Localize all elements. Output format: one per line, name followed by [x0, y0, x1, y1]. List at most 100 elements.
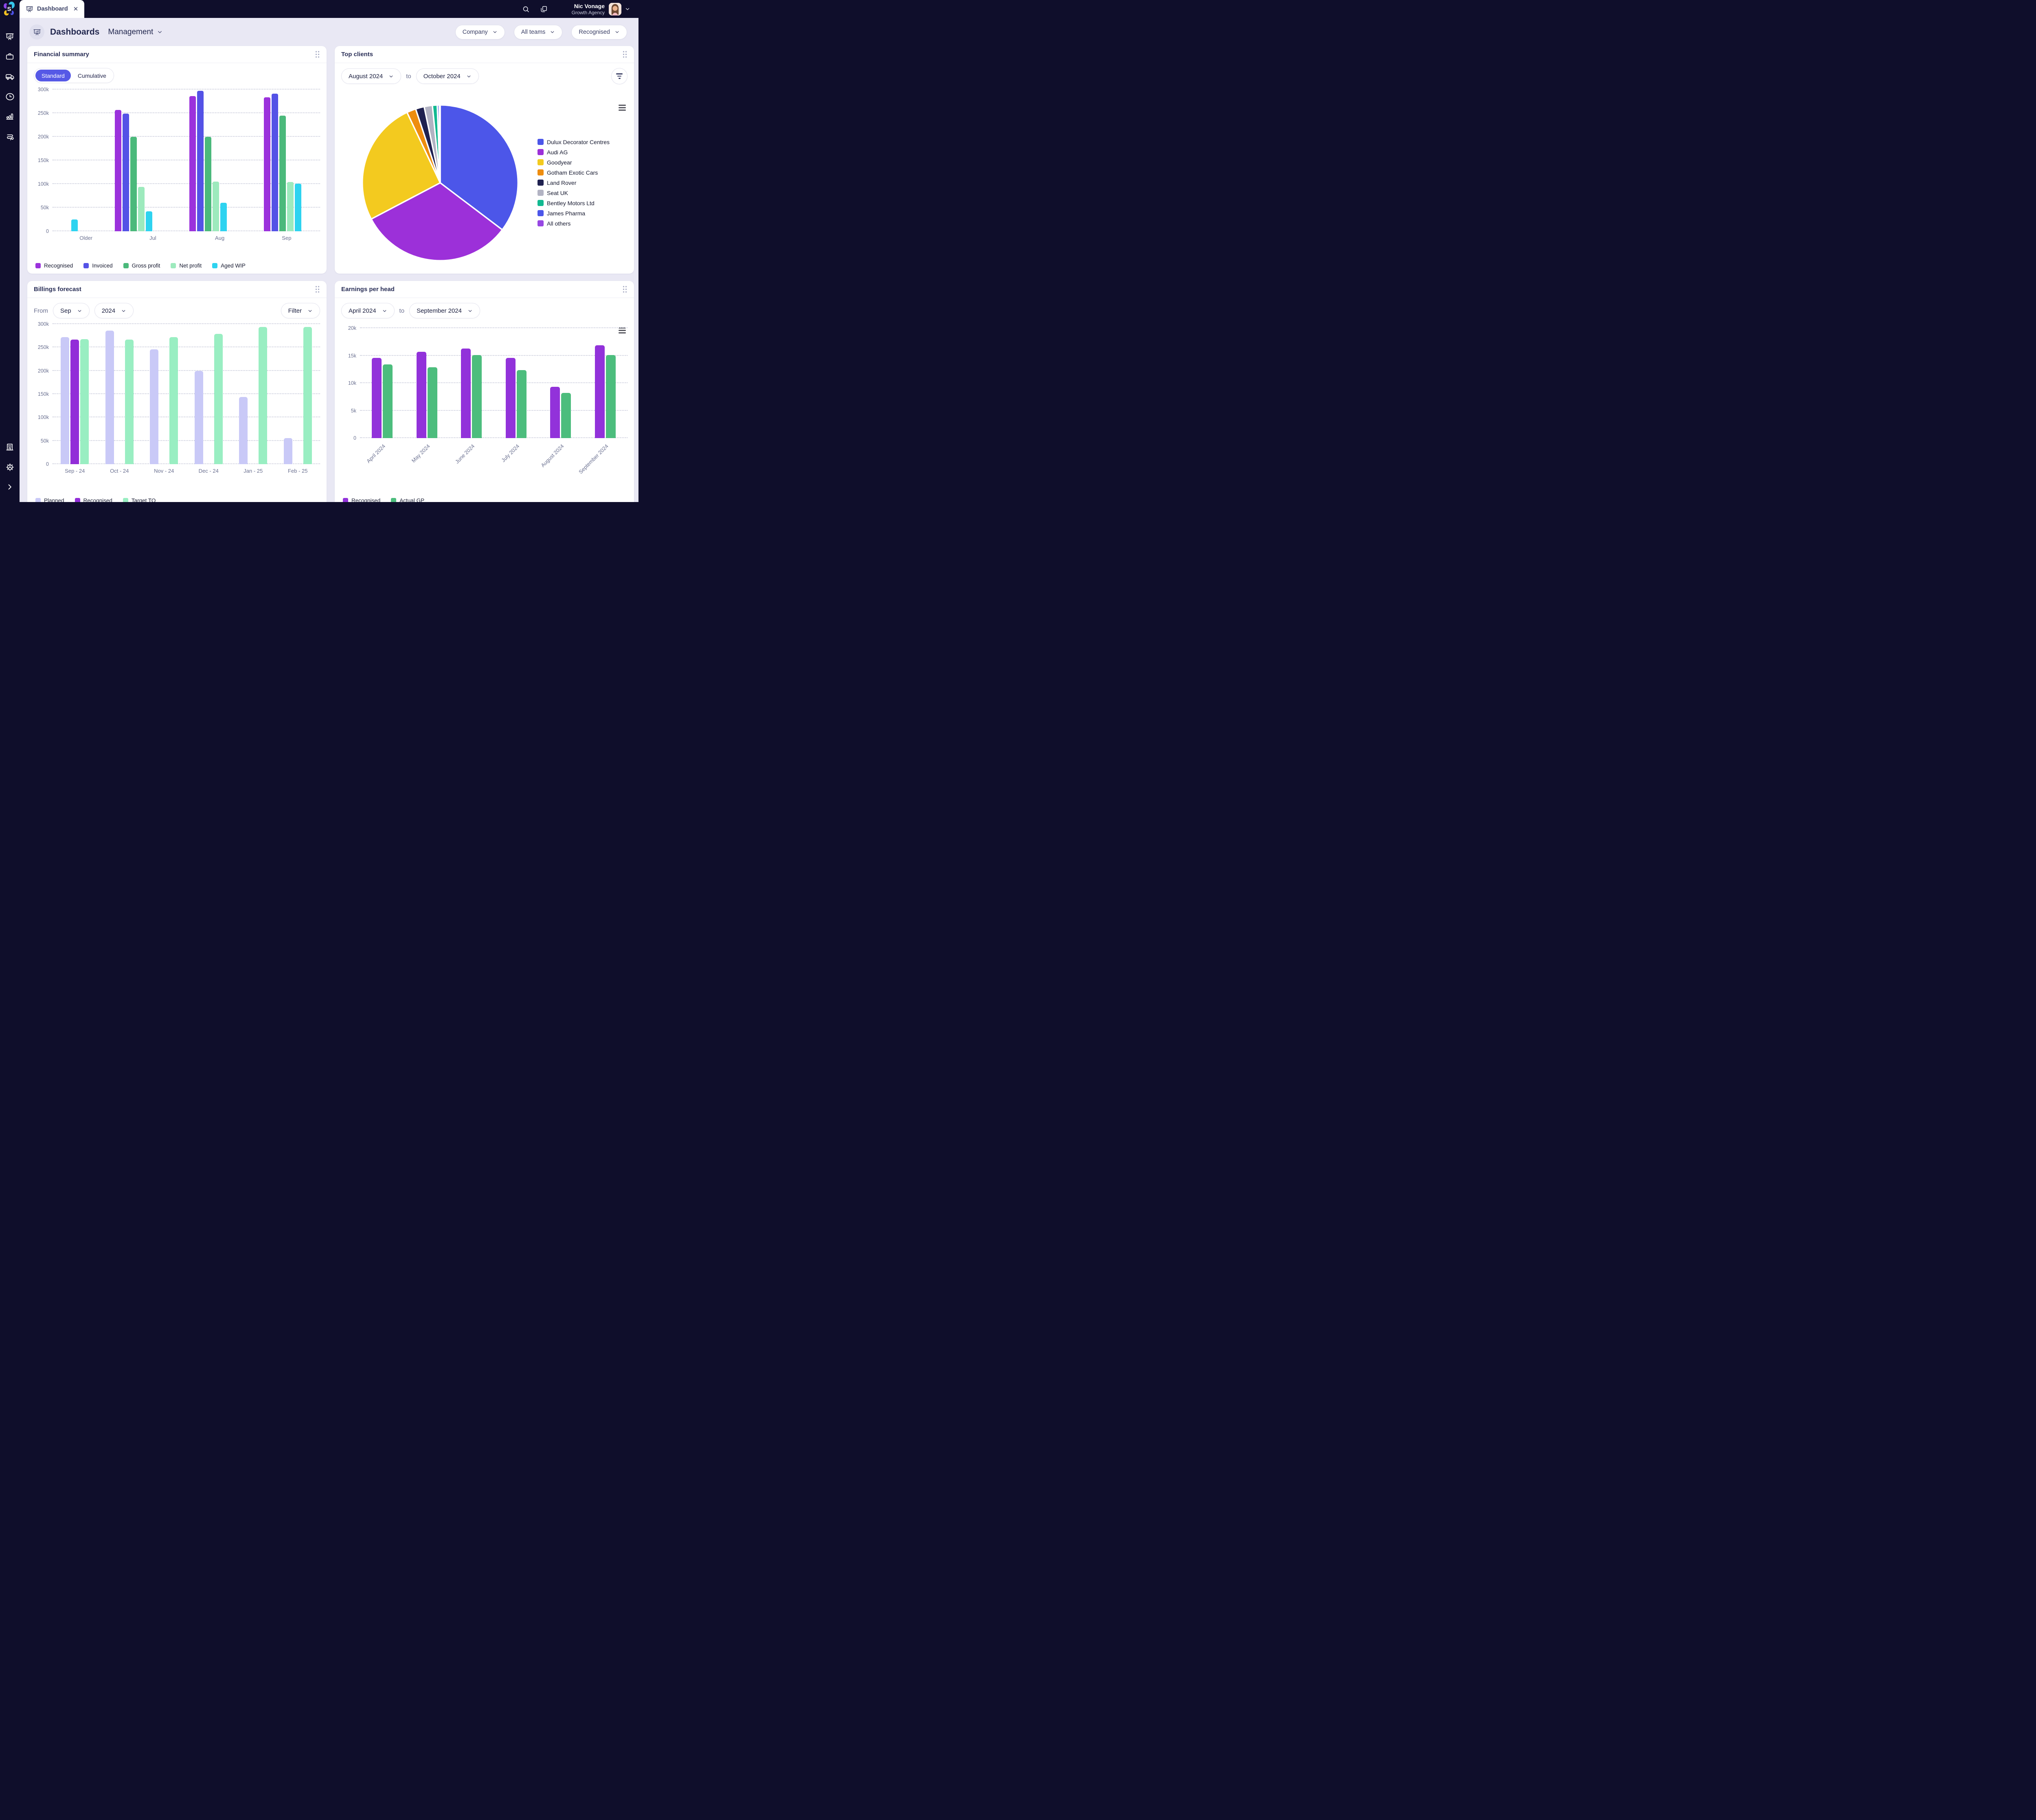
legend-swatch: [538, 149, 544, 155]
x-axis-label: Oct - 24: [110, 468, 129, 474]
bar: [595, 345, 605, 438]
sidebar-item-settings[interactable]: [0, 458, 20, 476]
legend-item: Recognised: [35, 263, 73, 269]
month-dropdown[interactable]: Sep: [53, 303, 90, 318]
drag-handle-icon[interactable]: [622, 50, 627, 58]
avatar[interactable]: [609, 2, 621, 15]
x-axis-label: June 2024: [454, 443, 476, 465]
y-tick-label: 10k: [348, 380, 356, 386]
bar: [550, 387, 560, 438]
drag-handle-icon[interactable]: [315, 50, 320, 58]
bar-group: [105, 324, 134, 464]
gear-icon: [5, 463, 15, 472]
user-menu[interactable]: Nic Vonage Growth Agency: [572, 3, 605, 15]
sidebar-item-projects[interactable]: [0, 48, 20, 66]
pie-slice: [439, 104, 519, 230]
y-tick-label: 300k: [37, 321, 49, 327]
legend-swatch: [35, 498, 41, 502]
dashboard-selector[interactable]: Management: [108, 28, 163, 37]
chart-filter-button[interactable]: [611, 68, 627, 84]
date-to-dropdown[interactable]: October 2024: [416, 68, 479, 84]
bar: [150, 349, 159, 464]
bar: [295, 183, 302, 231]
filter-company[interactable]: Company: [455, 24, 505, 39]
filter-label: Company: [462, 29, 488, 35]
toggle-cumulative[interactable]: Cumulative: [72, 70, 112, 81]
app-logo-icon[interactable]: S: [0, 0, 20, 18]
legend-item: Net profit: [171, 263, 202, 269]
x-axis-label: August 2024: [540, 443, 565, 469]
filter-recognised[interactable]: Recognised: [571, 24, 627, 39]
bar: [70, 339, 79, 464]
legend-item: Gross profit: [123, 263, 160, 269]
pie-chart: [362, 104, 519, 261]
y-tick-label: 0: [353, 435, 356, 441]
sidebar-item-company[interactable]: [0, 438, 20, 456]
bar: [287, 182, 294, 231]
filter-value: Filter: [288, 307, 302, 314]
bar: [122, 114, 129, 231]
panel-earnings-per-head: Earnings per head April 2024: [335, 281, 634, 502]
date-from-dropdown[interactable]: April 2024: [341, 303, 395, 318]
from-label: From: [34, 307, 48, 314]
gridline: [53, 370, 320, 371]
toggle-standard[interactable]: Standard: [35, 70, 71, 81]
legend-item: Bentley Motors Ltd: [538, 200, 610, 206]
windows-copy-icon[interactable]: [535, 0, 553, 18]
chart-menu-icon[interactable]: [619, 105, 626, 111]
legend-item: Recognised: [75, 498, 112, 502]
user-chevron-down-icon[interactable]: [621, 0, 634, 18]
tab-close-icon[interactable]: ✕: [73, 6, 79, 13]
search-icon[interactable]: [517, 0, 535, 18]
x-axis-label: Older: [79, 235, 93, 241]
gridline: [360, 382, 627, 383]
page-title: Dashboards: [50, 27, 100, 37]
x-axis-label: July 2024: [500, 443, 520, 463]
date-to-dropdown[interactable]: September 2024: [409, 303, 480, 318]
sidebar-expand[interactable]: [0, 478, 20, 496]
legend-swatch: [538, 210, 544, 216]
legend-swatch: [212, 263, 218, 268]
sidebar-item-dashboards[interactable]: [0, 28, 20, 46]
legend-label: Target TO: [131, 498, 156, 502]
y-tick-label: 20k: [348, 325, 356, 331]
date-from-dropdown[interactable]: August 2024: [341, 68, 401, 84]
filter-label: Recognised: [579, 29, 610, 35]
y-tick-label: 0: [46, 461, 49, 467]
tab-dashboard[interactable]: Dashboard ✕: [20, 0, 85, 18]
legend-label: All others: [547, 220, 571, 227]
sidebar-item-time[interactable]: [0, 88, 20, 105]
expand-chevron-icon: [6, 483, 14, 491]
drag-handle-icon[interactable]: [315, 285, 320, 293]
bar-group: [239, 324, 268, 464]
chart-legend: Recognised Invoiced Gross profit Net profit…: [34, 258, 320, 269]
bar: [105, 331, 114, 464]
legend-label: Aged WIP: [221, 263, 246, 269]
legend-swatch: [538, 169, 544, 175]
drag-handle-icon[interactable]: [622, 285, 627, 293]
bar: [205, 137, 212, 231]
bar-group: [61, 324, 89, 464]
billings-filter-dropdown[interactable]: Filter: [281, 303, 320, 318]
sidebar-item-deliveries[interactable]: [0, 68, 20, 86]
panel-financial-summary: Financial summary Standard Cumulative: [27, 46, 327, 274]
bar: [472, 355, 482, 438]
filter-lines-icon: [616, 73, 623, 79]
x-axis-label: September 2024: [577, 443, 610, 475]
bar: [189, 96, 196, 231]
y-tick-label: 100k: [37, 181, 49, 187]
year-dropdown[interactable]: 2024: [94, 303, 134, 318]
workflow-icon: [5, 132, 15, 141]
gridline: [53, 89, 320, 90]
financial-summary-chart: 0 50k 100k 150k 200k 250k 300k Older Jul Aug Sep Re…: [34, 83, 320, 269]
sidebar-item-reports[interactable]: [0, 107, 20, 125]
x-axis-label: May 2024: [410, 443, 431, 464]
tab-label: Dashboard: [37, 6, 68, 12]
dashboard-easel-icon: [26, 5, 33, 13]
filter-teams[interactable]: All teams: [513, 24, 563, 39]
legend-label: Gotham Exotic Cars: [547, 169, 598, 176]
legend-label: Recognised: [83, 498, 112, 502]
bar: [114, 110, 121, 231]
gridline: [53, 207, 320, 208]
sidebar-item-planner[interactable]: [0, 127, 20, 145]
